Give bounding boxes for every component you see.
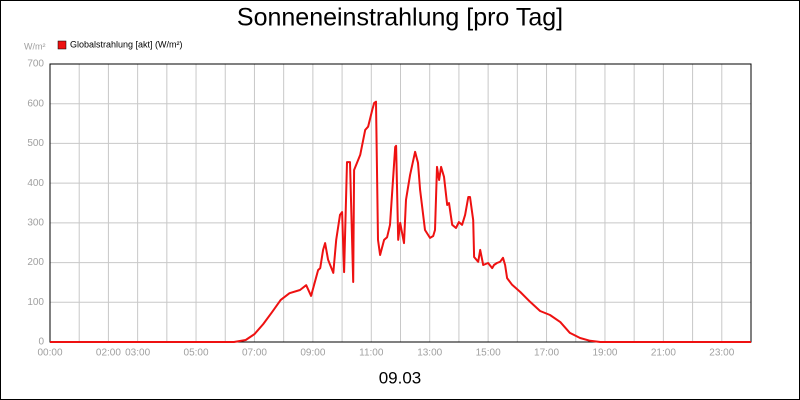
x-tick-label: 13:00 <box>417 348 442 359</box>
x-tick-label: 11:00 <box>359 348 384 359</box>
y-tick-label: 500 <box>27 138 44 149</box>
x-tick-label: 05:00 <box>184 348 209 359</box>
x-tick-label: 17:00 <box>534 348 559 359</box>
legend-swatch <box>57 40 67 50</box>
x-caption: 09.03 <box>379 368 422 387</box>
plot-area <box>49 63 752 343</box>
y-tick-label: 200 <box>27 257 44 268</box>
x-tick-label: 23:00 <box>709 348 734 359</box>
y-tick-label: 300 <box>27 217 44 228</box>
y-unit: W/m² <box>24 41 46 51</box>
x-tick-label: 09:00 <box>300 348 325 359</box>
x-tick-label: 02:00 <box>96 348 121 359</box>
chart-title: Sonneneinstrahlung [pro Tag] <box>237 4 563 32</box>
x-tick-label: 07:00 <box>242 348 267 359</box>
y-tick-label: 0 <box>38 337 44 348</box>
x-tick-label: 19:00 <box>592 348 617 359</box>
x-tick-label: 00:00 <box>37 348 62 359</box>
x-tick-label: 03:00 <box>125 348 150 359</box>
y-tick-label: 400 <box>27 178 44 189</box>
legend-label: Globalstrahlung [akt] (W/m²) <box>70 39 183 49</box>
y-tick-label: 600 <box>27 98 44 109</box>
x-tick-label: 15:00 <box>476 348 501 359</box>
data-line <box>50 100 751 343</box>
y-tick-label: 700 <box>27 59 44 70</box>
x-tick-label: 21:00 <box>651 348 676 359</box>
y-tick-label: 100 <box>27 297 44 308</box>
